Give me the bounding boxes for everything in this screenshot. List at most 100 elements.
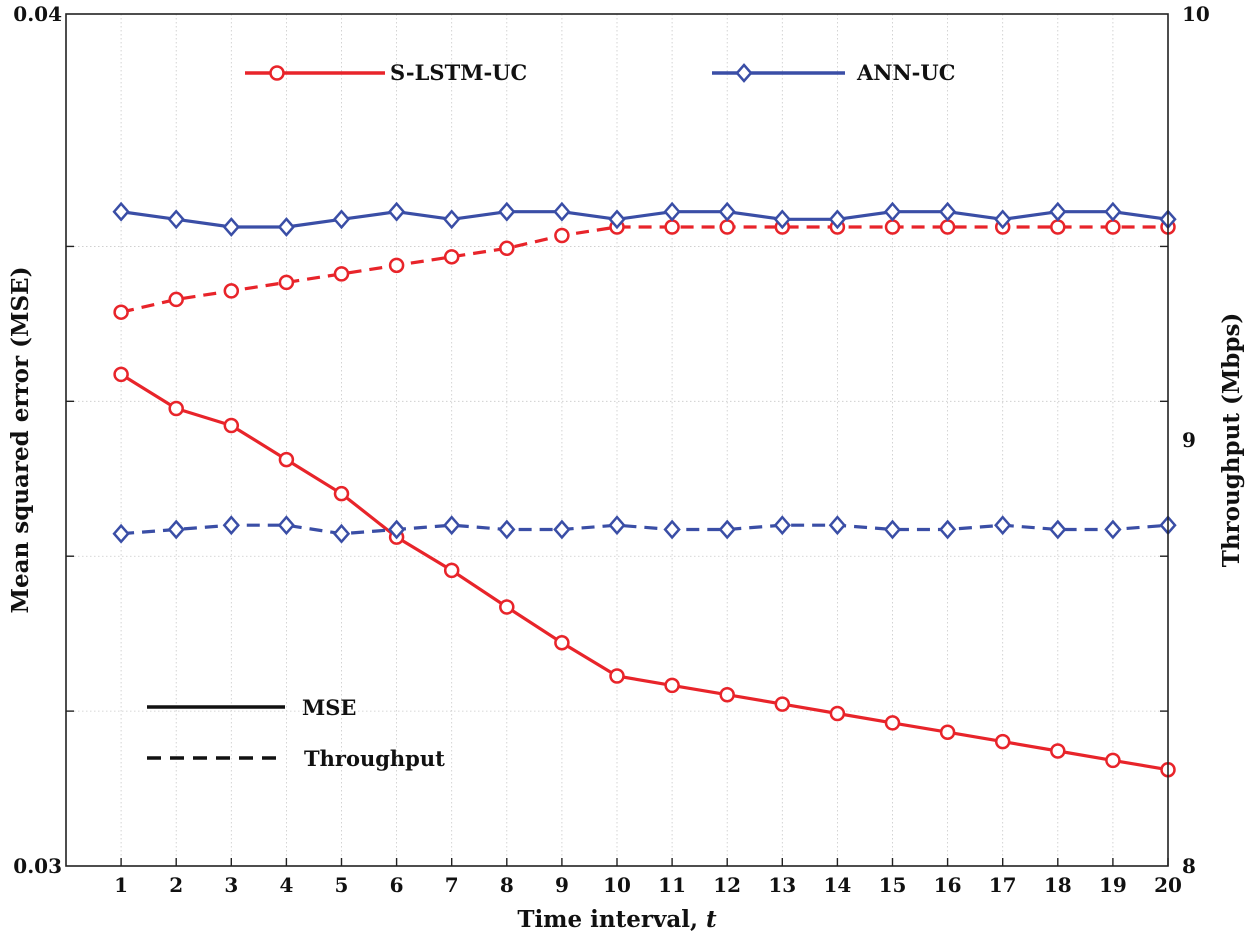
series-point-ann-uc-mse-2 [167,209,185,230]
series-point-ann-uc-mse-10 [608,209,626,230]
series-point-ann-uc-throughput-11 [663,519,681,540]
series-point-ann-uc-throughput-18 [1049,519,1067,540]
series-point-ann-uc-mse-14 [828,209,847,230]
x-axis-variable: t [706,906,717,933]
series-point-ann-uc-throughput-8 [498,519,516,540]
series-point-s-lstm-uc-mse-16 [939,724,956,740]
legend-s-lstm-uc-marker [269,65,285,81]
series-point-s-lstm-uc-mse-1 [113,366,129,383]
series-point-ann-uc-throughput-17 [994,515,1012,536]
series-point-ann-uc-throughput-7 [443,515,461,536]
series-point-ann-uc-mse-16 [938,201,957,222]
series-point-s-lstm-uc-throughput-11 [664,219,680,235]
series-point-ann-uc-throughput-16 [938,519,957,540]
x-tick-label-5: 5 [335,873,349,897]
series-point-s-lstm-uc-mse-10 [609,668,625,684]
x-tick-label-1: 1 [114,873,128,897]
series-point-s-lstm-uc-mse-2 [168,400,184,417]
series-point-s-lstm-uc-throughput-16 [939,219,956,235]
series-layer [112,201,1177,778]
right-tick-label-2: 9 [1182,428,1196,452]
series-point-ann-uc-mse-3 [222,217,240,237]
series-point-s-lstm-uc-throughput-2 [168,291,184,308]
series-point-s-lstm-uc-throughput-9 [554,227,570,244]
series-point-s-lstm-uc-throughput-15 [884,219,901,235]
series-point-ann-uc-throughput-10 [608,515,626,536]
series-point-s-lstm-uc-throughput-6 [388,257,405,274]
series-point-ann-uc-throughput-9 [553,519,571,540]
x-tick-label-15: 15 [879,873,907,897]
series-point-s-lstm-uc-throughput-1 [113,304,129,320]
series-point-ann-uc-throughput-3 [222,515,240,536]
x-tick-label-6: 6 [390,873,404,897]
series-point-s-lstm-uc-mse-17 [994,733,1011,750]
x-tick-label-2: 2 [169,873,183,897]
series-point-s-lstm-uc-throughput-12 [719,219,735,235]
legend-ann-uc-label: ANN-UC [856,60,955,85]
series-point-ann-uc-mse-15 [883,201,902,222]
series-point-ann-uc-mse-13 [773,209,791,230]
x-tick-label-20: 20 [1154,873,1182,897]
x-tick-label-3: 3 [224,873,238,897]
x-tick-label-4: 4 [279,873,293,897]
series-point-ann-uc-mse-19 [1104,201,1122,222]
series-point-s-lstm-uc-throughput-8 [499,240,515,257]
series-line-s-lstm-uc-throughput [120,225,1168,314]
series-point-s-lstm-uc-mse-4 [278,451,295,468]
x-tick-label-10: 10 [603,873,631,897]
series-point-ann-uc-mse-12 [718,201,736,222]
series-point-s-lstm-uc-mse-18 [1050,743,1066,759]
right-tick-label-1: 8 [1182,854,1196,878]
series-point-ann-uc-throughput-15 [883,519,902,540]
series-line-ann-uc-throughput [120,523,1169,536]
series-point-ann-uc-mse-6 [387,201,406,222]
legend-styles: MSE Throughput [147,695,445,771]
x-tick-label-19: 19 [1099,873,1127,897]
series-point-s-lstm-uc-mse-9 [554,635,570,651]
legend-s-lstm-uc-label: S-LSTM-UC [390,60,527,85]
series-point-s-lstm-uc-mse-5 [333,485,350,502]
series-point-ann-uc-mse-8 [498,201,516,222]
series-point-s-lstm-uc-mse-12 [719,686,735,703]
series-point-ann-uc-mse-4 [277,217,296,237]
x-tick-label-13: 13 [768,873,796,897]
legend-ann-uc-marker [735,63,753,83]
x-tick-label-7: 7 [445,873,459,897]
series-point-ann-uc-throughput-4 [277,515,296,536]
tick-layer: 1 2 3 4 5 6 7 8 9 10 11 12 13 14 15 16 17 18 19 200.030.048… [13,2,1210,897]
series-point-s-lstm-uc-throughput-3 [223,283,240,299]
series-point-ann-uc-throughput-5 [332,523,351,544]
series-point-s-lstm-uc-throughput-7 [443,249,460,265]
series-point-ann-uc-throughput-1 [112,523,130,544]
left-axis-title: Mean squared error (MSE) [7,267,34,614]
right-axis-title: Throughput (Mbps) [1218,313,1245,568]
series-point-s-lstm-uc-throughput-4 [278,274,295,291]
series-point-ann-uc-throughput-13 [773,515,791,536]
series-point-ann-uc-throughput-19 [1104,519,1122,540]
series-point-ann-uc-throughput-6 [387,519,406,540]
series-point-ann-uc-mse-5 [332,209,351,230]
series-point-ann-uc-mse-11 [663,201,681,222]
x-tick-label-16: 16 [934,873,962,897]
series-point-s-lstm-uc-mse-8 [499,599,515,615]
series-point-s-lstm-uc-mse-11 [664,677,680,694]
series-point-ann-uc-mse-18 [1049,201,1067,222]
series-point-ann-uc-throughput-12 [718,519,736,540]
series-point-s-lstm-uc-mse-13 [774,696,791,712]
series-point-ann-uc-mse-17 [994,209,1012,230]
series-point-s-lstm-uc-mse-19 [1105,752,1121,769]
series-point-ann-uc-mse-1 [112,201,130,222]
series-point-ann-uc-mse-7 [443,209,461,230]
legend-models: S-LSTM-UC ANN-UC [245,60,955,85]
series-point-ann-uc-throughput-2 [167,519,185,540]
x-tick-label-9: 9 [555,873,569,897]
series-point-s-lstm-uc-throughput-18 [1050,219,1066,235]
left-tick-label-2: 0.04 [13,2,62,26]
x-tick-label-8: 8 [500,873,514,897]
right-tick-label-3: 10 [1182,2,1210,26]
x-tick-label-12: 12 [713,873,741,897]
series-line-ann-uc-mse [120,210,1169,229]
series-line-s-lstm-uc-mse [120,373,1169,772]
